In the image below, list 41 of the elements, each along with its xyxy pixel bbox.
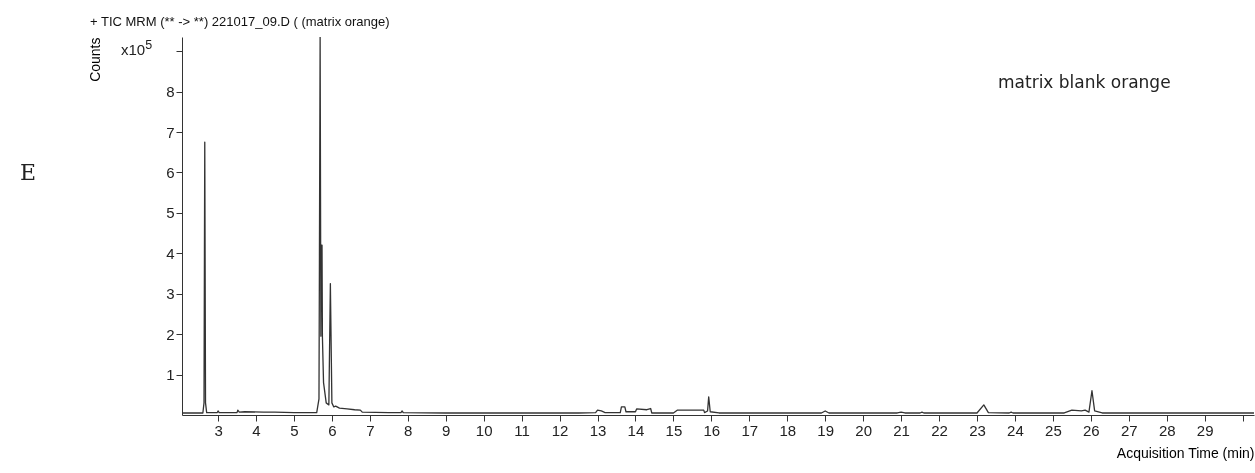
x-tick-label: 29	[1196, 421, 1214, 439]
x-tick-label: 17	[741, 421, 759, 439]
x-tick-label: 7	[366, 421, 375, 439]
y-tick-label: 3	[166, 285, 175, 303]
x-tick-label: 5	[290, 421, 299, 439]
x-tick-label: 21	[893, 421, 910, 439]
x-tick-label: 27	[1120, 421, 1138, 439]
x-tick-label: 13	[589, 421, 607, 439]
x-tick-label: 10	[475, 421, 493, 439]
x-tick-label: 11	[514, 421, 530, 439]
y-tick-label: 6	[166, 163, 175, 181]
x-tick-label: 8	[404, 421, 413, 439]
x-tick-label: 16	[703, 421, 721, 439]
x-tick-label: 3	[214, 421, 223, 439]
x-tick-label: 9	[442, 421, 451, 439]
x-tick-label: 20	[855, 421, 872, 439]
x-tick-label: 23	[969, 421, 986, 439]
x-tick-label: 24	[1007, 421, 1024, 439]
x-tick-label: 14	[627, 421, 645, 439]
x-tick-label: 26	[1082, 421, 1100, 439]
x-tick-label: 19	[817, 421, 835, 439]
x-tick-label: 4	[252, 421, 261, 439]
text: x10$^{5}$	[121, 38, 153, 58]
x-axis-title: Acquisition Time (min)	[1116, 444, 1255, 461]
x-tick-label: 15	[665, 421, 683, 439]
x-tick-label: 28	[1158, 421, 1176, 439]
x-tick-label: 12	[551, 421, 569, 439]
y-tick-label: 1	[166, 366, 175, 384]
y-tick-label: 7	[166, 123, 175, 141]
x-tick-label: 22	[931, 421, 948, 439]
y-tick-label: 8	[166, 83, 175, 101]
annotation: matrix blank orange	[998, 72, 1171, 92]
y-tick-label: 4	[166, 244, 175, 262]
y-tick-label: 5	[166, 204, 175, 222]
y-tick-label: 2	[166, 325, 175, 343]
text: E	[20, 160, 37, 185]
x-tick-label: 18	[779, 421, 797, 439]
chart-title: + TIC MRM (** -> **) 221017_09.D ( (matrix orange)	[90, 14, 390, 29]
y-axis-title: Counts	[86, 37, 103, 82]
x-tick-label: 6	[328, 421, 337, 439]
x-tick-label: 25	[1045, 421, 1062, 439]
